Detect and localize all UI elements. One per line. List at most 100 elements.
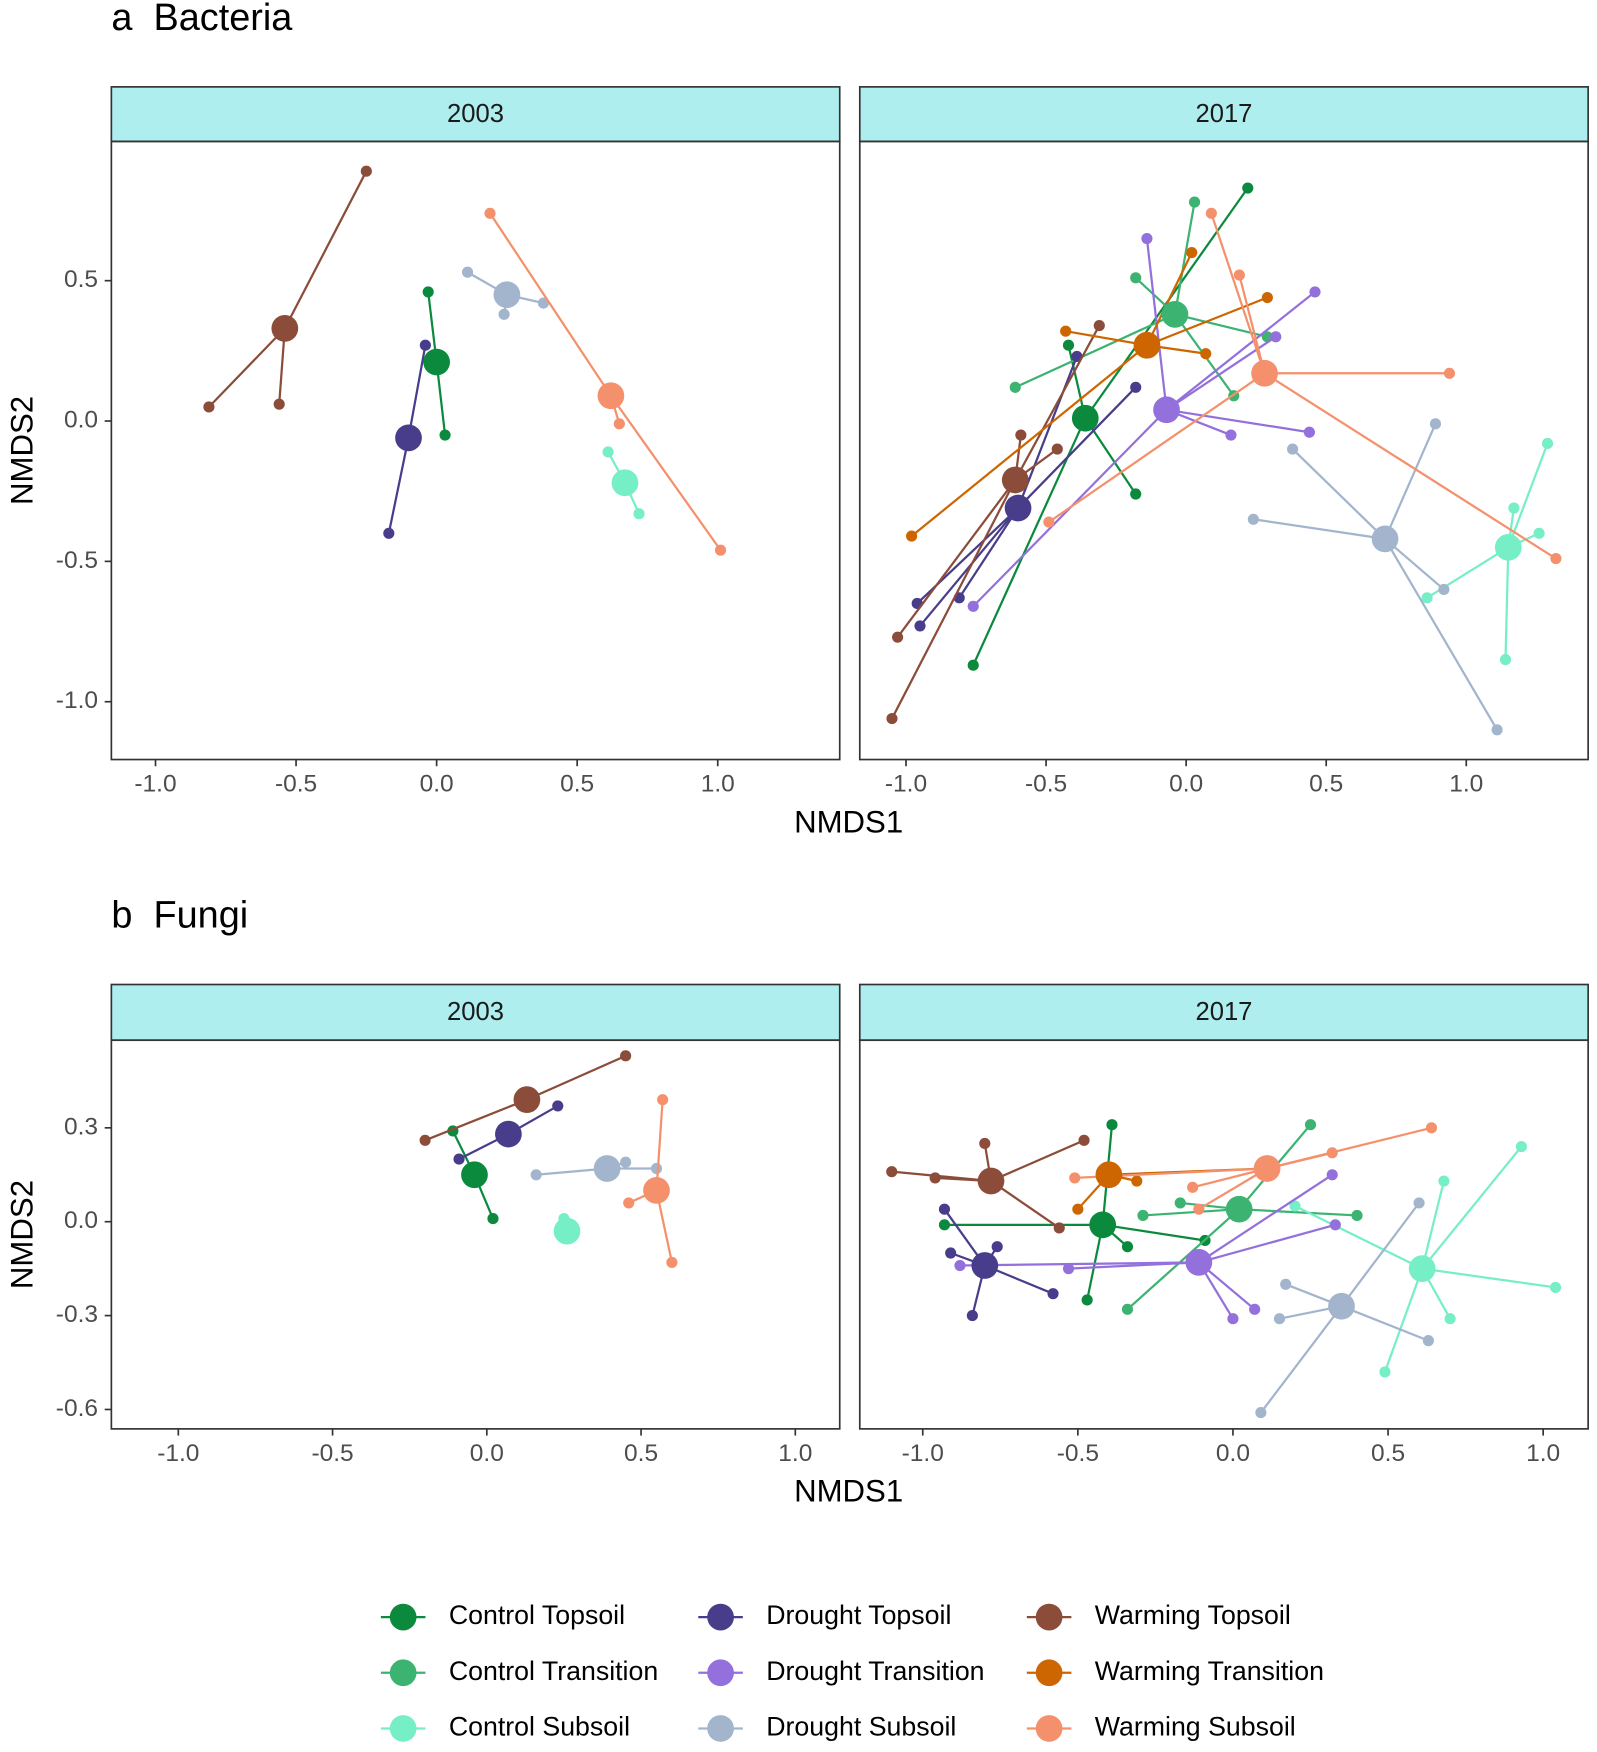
replicate-point	[1533, 527, 1545, 539]
spider-segment	[1126, 1208, 1240, 1311]
replicate-point	[1273, 1313, 1286, 1325]
y-axis-title: NMDS2	[5, 1180, 40, 1289]
replicate-point	[1227, 1313, 1239, 1325]
legend-key	[707, 1715, 734, 1742]
panel-border	[110, 140, 841, 761]
legend-label: Drought Transition	[766, 1656, 984, 1686]
replicate-point	[1069, 1172, 1081, 1184]
facet-label: 2003	[447, 100, 504, 128]
x-tick-label: 0.0	[1169, 771, 1203, 798]
centroid-point	[1371, 525, 1399, 553]
legend-key	[1035, 1659, 1063, 1687]
centroid-point	[1408, 1255, 1436, 1283]
legend-key	[389, 1659, 417, 1687]
replicate-point	[892, 631, 904, 643]
spider-segment	[1165, 291, 1316, 411]
replicate-point	[1270, 331, 1282, 343]
replicate-point	[1429, 418, 1442, 430]
x-tick-label: 0.0	[1216, 1440, 1250, 1467]
replicate-point	[1187, 1181, 1199, 1193]
replicate-point	[1131, 1175, 1143, 1187]
centroid-point	[611, 469, 639, 497]
centroid-point	[493, 281, 521, 309]
replicate-point	[914, 620, 926, 632]
plot-area	[886, 182, 1562, 736]
replicate-point	[1303, 426, 1315, 438]
plot-area	[203, 165, 727, 556]
spider-segment	[1341, 1305, 1429, 1342]
spider-segment	[919, 507, 1019, 627]
replicate-point	[1137, 1209, 1149, 1222]
spider-segment	[424, 1098, 528, 1142]
replicate-point	[461, 266, 474, 278]
replicate-point	[1549, 1281, 1562, 1293]
legend-label: Warming Topsoil	[1095, 1600, 1291, 1630]
centroid-point	[1328, 1292, 1355, 1320]
replicate-point	[633, 508, 645, 520]
replicate-point	[1141, 232, 1153, 245]
replicate-point	[1309, 286, 1321, 298]
replicate-point	[1009, 381, 1021, 393]
replicate-point	[1326, 1169, 1338, 1181]
centroid-point	[513, 1086, 541, 1114]
replicate-point	[1326, 1147, 1338, 1159]
replicate-point	[383, 527, 395, 539]
replicate-point	[1413, 1197, 1425, 1209]
centroid-point	[395, 424, 422, 452]
spider-segment	[990, 1180, 1060, 1229]
replicate-point	[613, 418, 625, 430]
replicate-point	[1515, 1141, 1528, 1153]
x-tick-label: 0.0	[470, 1440, 504, 1467]
panel-title: a Bacteria	[111, 0, 293, 39]
replicate-point	[1255, 1407, 1267, 1419]
replicate-point	[1438, 1175, 1450, 1187]
y-axis-title: NMDS2	[5, 396, 40, 505]
replicate-point	[487, 1213, 499, 1225]
replicate-point	[967, 600, 979, 612]
replicate-point	[1351, 1209, 1363, 1222]
replicate-point	[1508, 502, 1520, 514]
x-tick-label: 1.0	[701, 771, 735, 798]
spider-segment	[1507, 443, 1549, 548]
replicate-point	[623, 1197, 635, 1209]
replicate-point	[979, 1137, 991, 1150]
replicate-point	[1106, 1119, 1118, 1131]
replicate-point	[1329, 1219, 1341, 1231]
replicate-point	[714, 544, 727, 556]
centroid-point	[1185, 1249, 1213, 1276]
replicate-point	[1174, 1197, 1186, 1209]
replicate-point	[1071, 350, 1083, 363]
spider-segment	[891, 479, 1017, 720]
legend-label: Control Transition	[449, 1656, 658, 1686]
figure-root: 2003 a Bacteria NMDS1 NMDS2 -1.0 -0.5 0.0 0.5 1.…	[5, 0, 1589, 1742]
x-tick-label: 0.5	[560, 771, 594, 798]
facet-label: 2017	[1195, 100, 1252, 128]
spider-segment	[1504, 547, 1510, 660]
spider-segment	[1291, 448, 1386, 540]
spider-segment	[1017, 386, 1137, 509]
x-tick-label: 1.0	[1449, 771, 1483, 798]
replicate-point	[666, 1256, 678, 1268]
centroid-point	[423, 348, 450, 376]
centroid-point	[643, 1177, 670, 1204]
centroid-point	[553, 1217, 581, 1245]
legend-label: Drought Topsoil	[766, 1600, 951, 1630]
spider-segment	[1422, 1267, 1556, 1289]
spider-segment	[910, 344, 1148, 537]
replicate-point	[1072, 1203, 1084, 1215]
panel-border	[110, 1039, 841, 1430]
panel-title: b Fungi	[111, 895, 248, 937]
spider-segment	[1173, 201, 1196, 315]
spider-segment	[1048, 372, 1266, 523]
x-tick-label: -0.5	[275, 771, 317, 798]
legend-key	[389, 1715, 417, 1742]
replicate-point	[1193, 1203, 1205, 1215]
replicate-point	[1444, 1313, 1456, 1325]
spider-segment	[1166, 408, 1310, 434]
replicate-point	[1015, 429, 1027, 441]
replicate-point	[1130, 488, 1142, 500]
replicate-point	[1205, 207, 1217, 219]
spider-segment	[1210, 212, 1266, 374]
y-tick-label: -0.6	[56, 1395, 98, 1422]
replicate-point	[938, 1219, 951, 1231]
